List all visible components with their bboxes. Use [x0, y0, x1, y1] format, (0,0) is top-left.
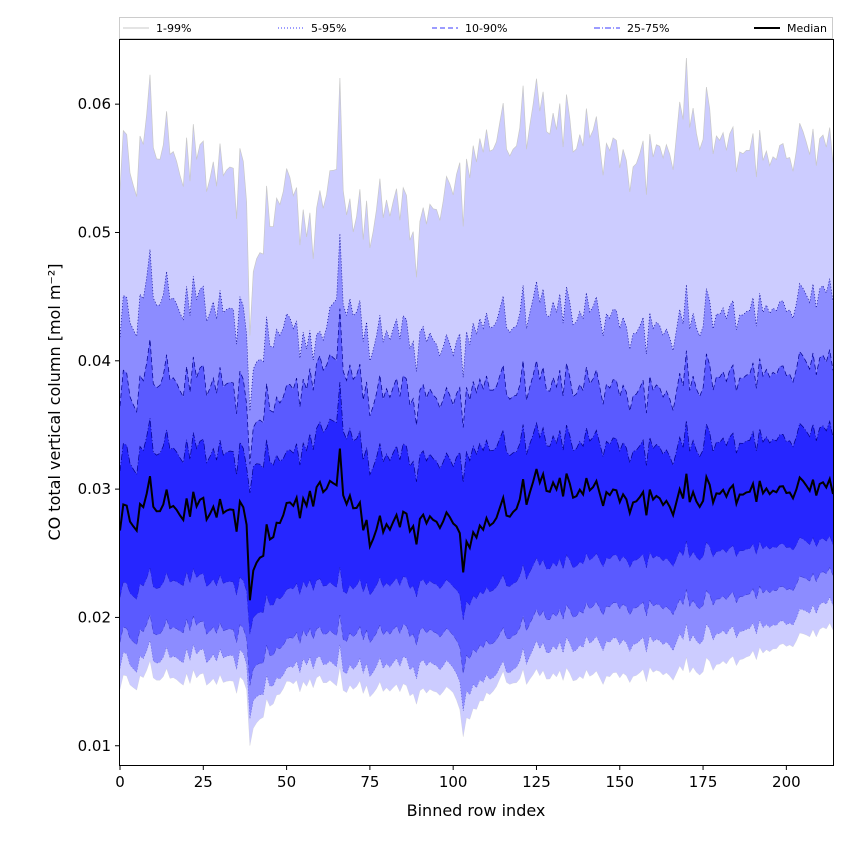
x-tick-label: 100	[439, 773, 468, 791]
y-axis: 0.01 0.02 0.03 0.04 0.05 0.06	[78, 95, 120, 755]
x-tick-label: 75	[360, 773, 379, 791]
x-tick-label: 150	[605, 773, 634, 791]
band-upper-line	[119, 308, 834, 465]
x-tick-label: 0	[115, 773, 125, 791]
y-tick-label: 0.05	[78, 223, 111, 241]
axes-frame	[119, 39, 834, 766]
legend: 1-99% 5-95% 10-90% 25-75% Median	[119, 17, 833, 39]
y-tick-label: 0.02	[78, 608, 111, 626]
band-upper-line	[119, 233, 834, 412]
y-tick-label: 0.03	[78, 480, 111, 498]
band-lower-line	[119, 622, 834, 746]
legend-frame	[119, 17, 833, 39]
x-tick-label: 50	[277, 773, 296, 791]
x-axis-label: Binned row index	[407, 801, 546, 820]
x-axis: 0 25 50 75 100 125 150 175 200	[115, 765, 801, 791]
band-layer	[119, 57, 834, 746]
band-upper-line	[119, 57, 834, 336]
plot-area	[119, 57, 834, 746]
legend-label: 1-99%	[156, 22, 191, 35]
band-25-to-75	[119, 382, 834, 635]
band-lower-line	[119, 535, 834, 635]
x-tick-label: 125	[522, 773, 551, 791]
y-tick-label: 0.04	[78, 352, 111, 370]
band-upper-line	[119, 382, 834, 493]
legend-label: 10-90%	[465, 22, 507, 35]
legend-label: 5-95%	[311, 22, 346, 35]
band-fill	[120, 382, 833, 635]
x-tick-label: 200	[772, 773, 801, 791]
legend-label: 25-75%	[627, 22, 669, 35]
median-line	[119, 448, 834, 601]
median-layer	[119, 448, 834, 601]
y-axis-label: CO total vertical column [mol m⁻²]	[45, 263, 64, 540]
y-tick-label: 0.06	[78, 95, 111, 113]
x-tick-label: 25	[194, 773, 213, 791]
x-tick-label: 175	[689, 773, 718, 791]
legend-label: Median	[787, 22, 827, 35]
band-lower-line	[119, 566, 834, 686]
y-tick-label: 0.01	[78, 737, 111, 755]
